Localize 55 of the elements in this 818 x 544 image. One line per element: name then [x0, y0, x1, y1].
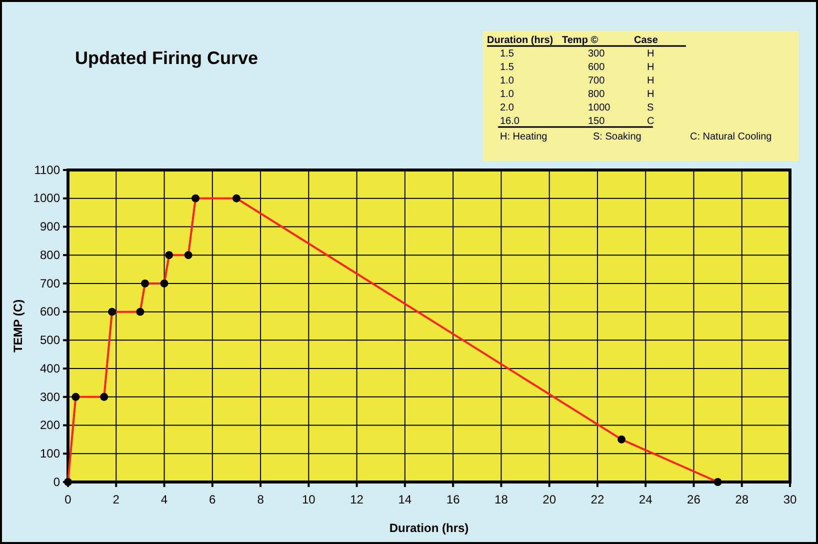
y-tick-label: 500: [40, 333, 60, 348]
text: Temp ©: [562, 35, 599, 46]
text: S: [647, 102, 654, 114]
y-tick-label: 900: [40, 220, 60, 234]
x-tick-label: 26: [687, 492, 701, 507]
y-tick-label: 800: [40, 248, 60, 262]
text: C: Natural Cooling: [690, 132, 772, 142]
y-tick-label: 700: [40, 276, 60, 290]
x-tick-label: 30: [783, 492, 797, 507]
x-tick-label: 20: [542, 492, 556, 507]
x-tick-label: 4: [160, 492, 168, 507]
y-tick-label: 200: [40, 418, 60, 432]
text: 700: [588, 76, 606, 86]
y-tick-label: 1100: [34, 162, 60, 177]
text: H: Heating: [500, 132, 548, 142]
text: S: Soaking: [593, 132, 642, 142]
y-tick-label: 300: [40, 390, 60, 404]
text: 1.0: [500, 89, 514, 100]
x-tick-label: 0: [64, 492, 72, 507]
text: H: [647, 76, 654, 86]
x-tick-label: 18: [494, 492, 508, 507]
x-tick-label: 12: [350, 492, 364, 507]
x-tick-label: 2: [112, 492, 120, 507]
text: 2.0: [500, 102, 514, 114]
x-axis-title: Duration (hrs): [389, 521, 469, 535]
x-tick-label: 6: [209, 492, 216, 507]
chart-title: Updated Firing Curve: [75, 48, 258, 68]
text: H: [647, 89, 654, 100]
text: 150: [588, 116, 606, 127]
text: Duration (hrs): [487, 35, 554, 46]
y-tick-label: 0: [53, 474, 60, 489]
text: 1.0: [500, 76, 514, 86]
text: H: [647, 62, 654, 73]
text: 600: [588, 62, 606, 73]
y-tick-label: 400: [40, 361, 60, 376]
y-tick-label: 1000: [33, 191, 60, 206]
text: H: [647, 48, 654, 60]
y-tick-label: 600: [40, 304, 60, 319]
x-tick-label: 24: [638, 492, 653, 507]
text: 16.0: [500, 116, 520, 127]
x-tick-label: 10: [302, 492, 316, 507]
x-tick-label: 16: [446, 492, 460, 507]
text: C: [647, 116, 654, 127]
x-tick-label: 22: [590, 492, 604, 507]
text: 1.5: [500, 62, 514, 73]
text: Case: [634, 35, 658, 46]
x-tick-label: 14: [398, 492, 412, 507]
y-axis-title: TEMP (C): [11, 299, 25, 353]
text: 1000: [588, 102, 611, 114]
text: 1.5: [500, 48, 514, 60]
text: 800: [588, 89, 606, 100]
x-tick-label: 8: [257, 492, 264, 507]
y-tick-label: 100: [40, 446, 60, 460]
text: 300: [588, 48, 606, 60]
x-tick-label: 28: [735, 492, 749, 507]
